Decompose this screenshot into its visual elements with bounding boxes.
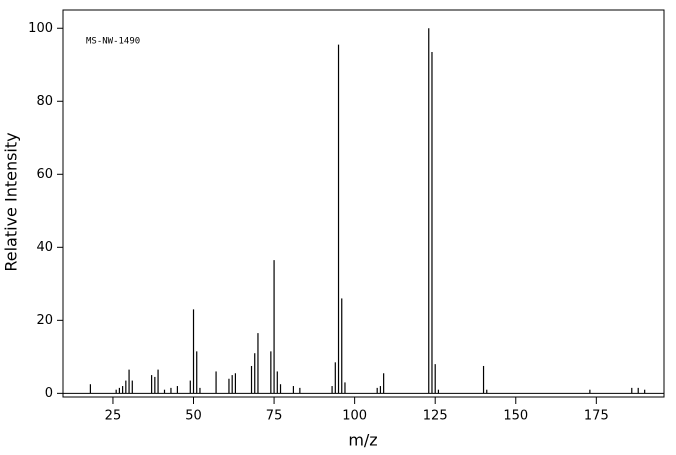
x-tick-label: 150	[503, 409, 528, 424]
y-tick-label: 100	[28, 21, 53, 36]
y-tick-label: 20	[36, 313, 53, 328]
y-tick-label: 40	[36, 240, 53, 255]
x-tick-label: 100	[342, 409, 367, 424]
y-tick-label: 0	[45, 386, 53, 401]
x-axis-label: m/z	[348, 431, 377, 450]
x-tick-label: 75	[266, 409, 283, 424]
x-tick-label: 125	[423, 409, 448, 424]
x-tick-label: 50	[185, 409, 202, 424]
annotation: MS-NW-1490	[86, 37, 140, 47]
plot-frame	[62, 9, 665, 398]
x-tick-label: 25	[105, 409, 122, 424]
y-tick-label: 80	[36, 94, 53, 109]
y-axis-label: Relative Intensity	[2, 132, 21, 271]
y-tick-label: 60	[36, 167, 53, 182]
x-tick-label: 175	[584, 409, 609, 424]
